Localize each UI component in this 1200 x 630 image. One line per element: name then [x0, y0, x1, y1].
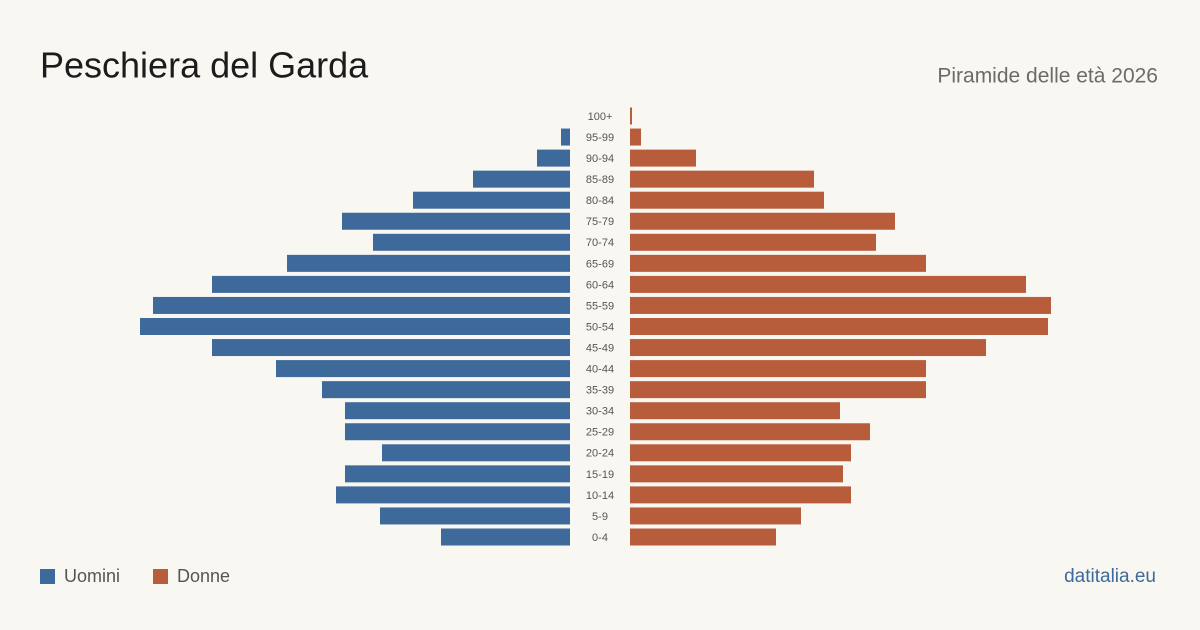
age-label: 25-29	[586, 427, 614, 439]
bar	[630, 465, 843, 483]
age-label: 15-19	[586, 469, 614, 481]
bar	[373, 233, 570, 251]
legend-label: Uomini	[64, 566, 120, 586]
age-label: 5-9	[592, 511, 608, 523]
bar	[322, 381, 570, 399]
bar	[212, 339, 570, 357]
bar	[380, 507, 570, 525]
age-label: 75-79	[586, 216, 614, 228]
bar	[287, 254, 570, 272]
age-label: 95-99	[586, 132, 614, 144]
bar	[345, 465, 570, 483]
bar	[561, 128, 570, 146]
bar	[630, 149, 696, 167]
bar	[630, 254, 926, 272]
bar	[441, 528, 570, 546]
bar	[630, 128, 641, 146]
bar	[212, 275, 570, 293]
age-label: 30-34	[586, 406, 614, 418]
bar	[336, 486, 570, 504]
bar	[276, 360, 570, 378]
bar	[345, 402, 570, 420]
bar	[382, 444, 570, 462]
bar	[630, 296, 1051, 314]
age-label: 65-69	[586, 258, 614, 270]
age-label: 90-94	[586, 153, 614, 165]
bar	[630, 318, 1048, 335]
age-label: 85-89	[586, 174, 614, 186]
age-label: 60-64	[586, 279, 614, 291]
bar	[630, 360, 926, 378]
bar	[630, 107, 632, 125]
bar	[630, 339, 986, 357]
bar	[537, 149, 570, 167]
bar	[630, 528, 776, 546]
bar	[413, 191, 570, 209]
source: datitalia.eu	[1064, 566, 1156, 587]
age-label: 40-44	[586, 364, 614, 376]
chart-title: Peschiera del Garda	[40, 45, 369, 86]
bar	[630, 191, 824, 209]
legend-label: Donne	[177, 566, 230, 586]
bar	[342, 212, 570, 230]
bar	[630, 381, 926, 399]
age-label: 80-84	[586, 195, 614, 207]
bar	[630, 507, 801, 525]
bar	[630, 212, 895, 230]
bar	[630, 444, 851, 462]
age-label: 100+	[588, 111, 613, 123]
age-label: 70-74	[586, 237, 614, 249]
bar	[473, 170, 570, 188]
bar	[630, 423, 870, 441]
bar	[153, 296, 570, 314]
age-label: 10-14	[586, 490, 614, 502]
age-label: 45-49	[586, 342, 614, 354]
bar	[630, 233, 876, 251]
legend-swatch	[40, 569, 55, 584]
age-label: 35-39	[586, 385, 614, 397]
bar	[630, 275, 1026, 293]
age-label: 20-24	[586, 448, 614, 460]
age-label: 55-59	[586, 300, 614, 312]
chart-subtitle: Piramide delle età 2026	[937, 65, 1158, 88]
bar	[630, 402, 840, 420]
bar	[630, 170, 814, 188]
age-label: 0-4	[592, 532, 608, 544]
bar	[345, 423, 570, 441]
bar	[630, 486, 851, 504]
age-label: 50-54	[586, 321, 614, 333]
bar	[140, 318, 570, 335]
legend-swatch	[153, 569, 168, 584]
